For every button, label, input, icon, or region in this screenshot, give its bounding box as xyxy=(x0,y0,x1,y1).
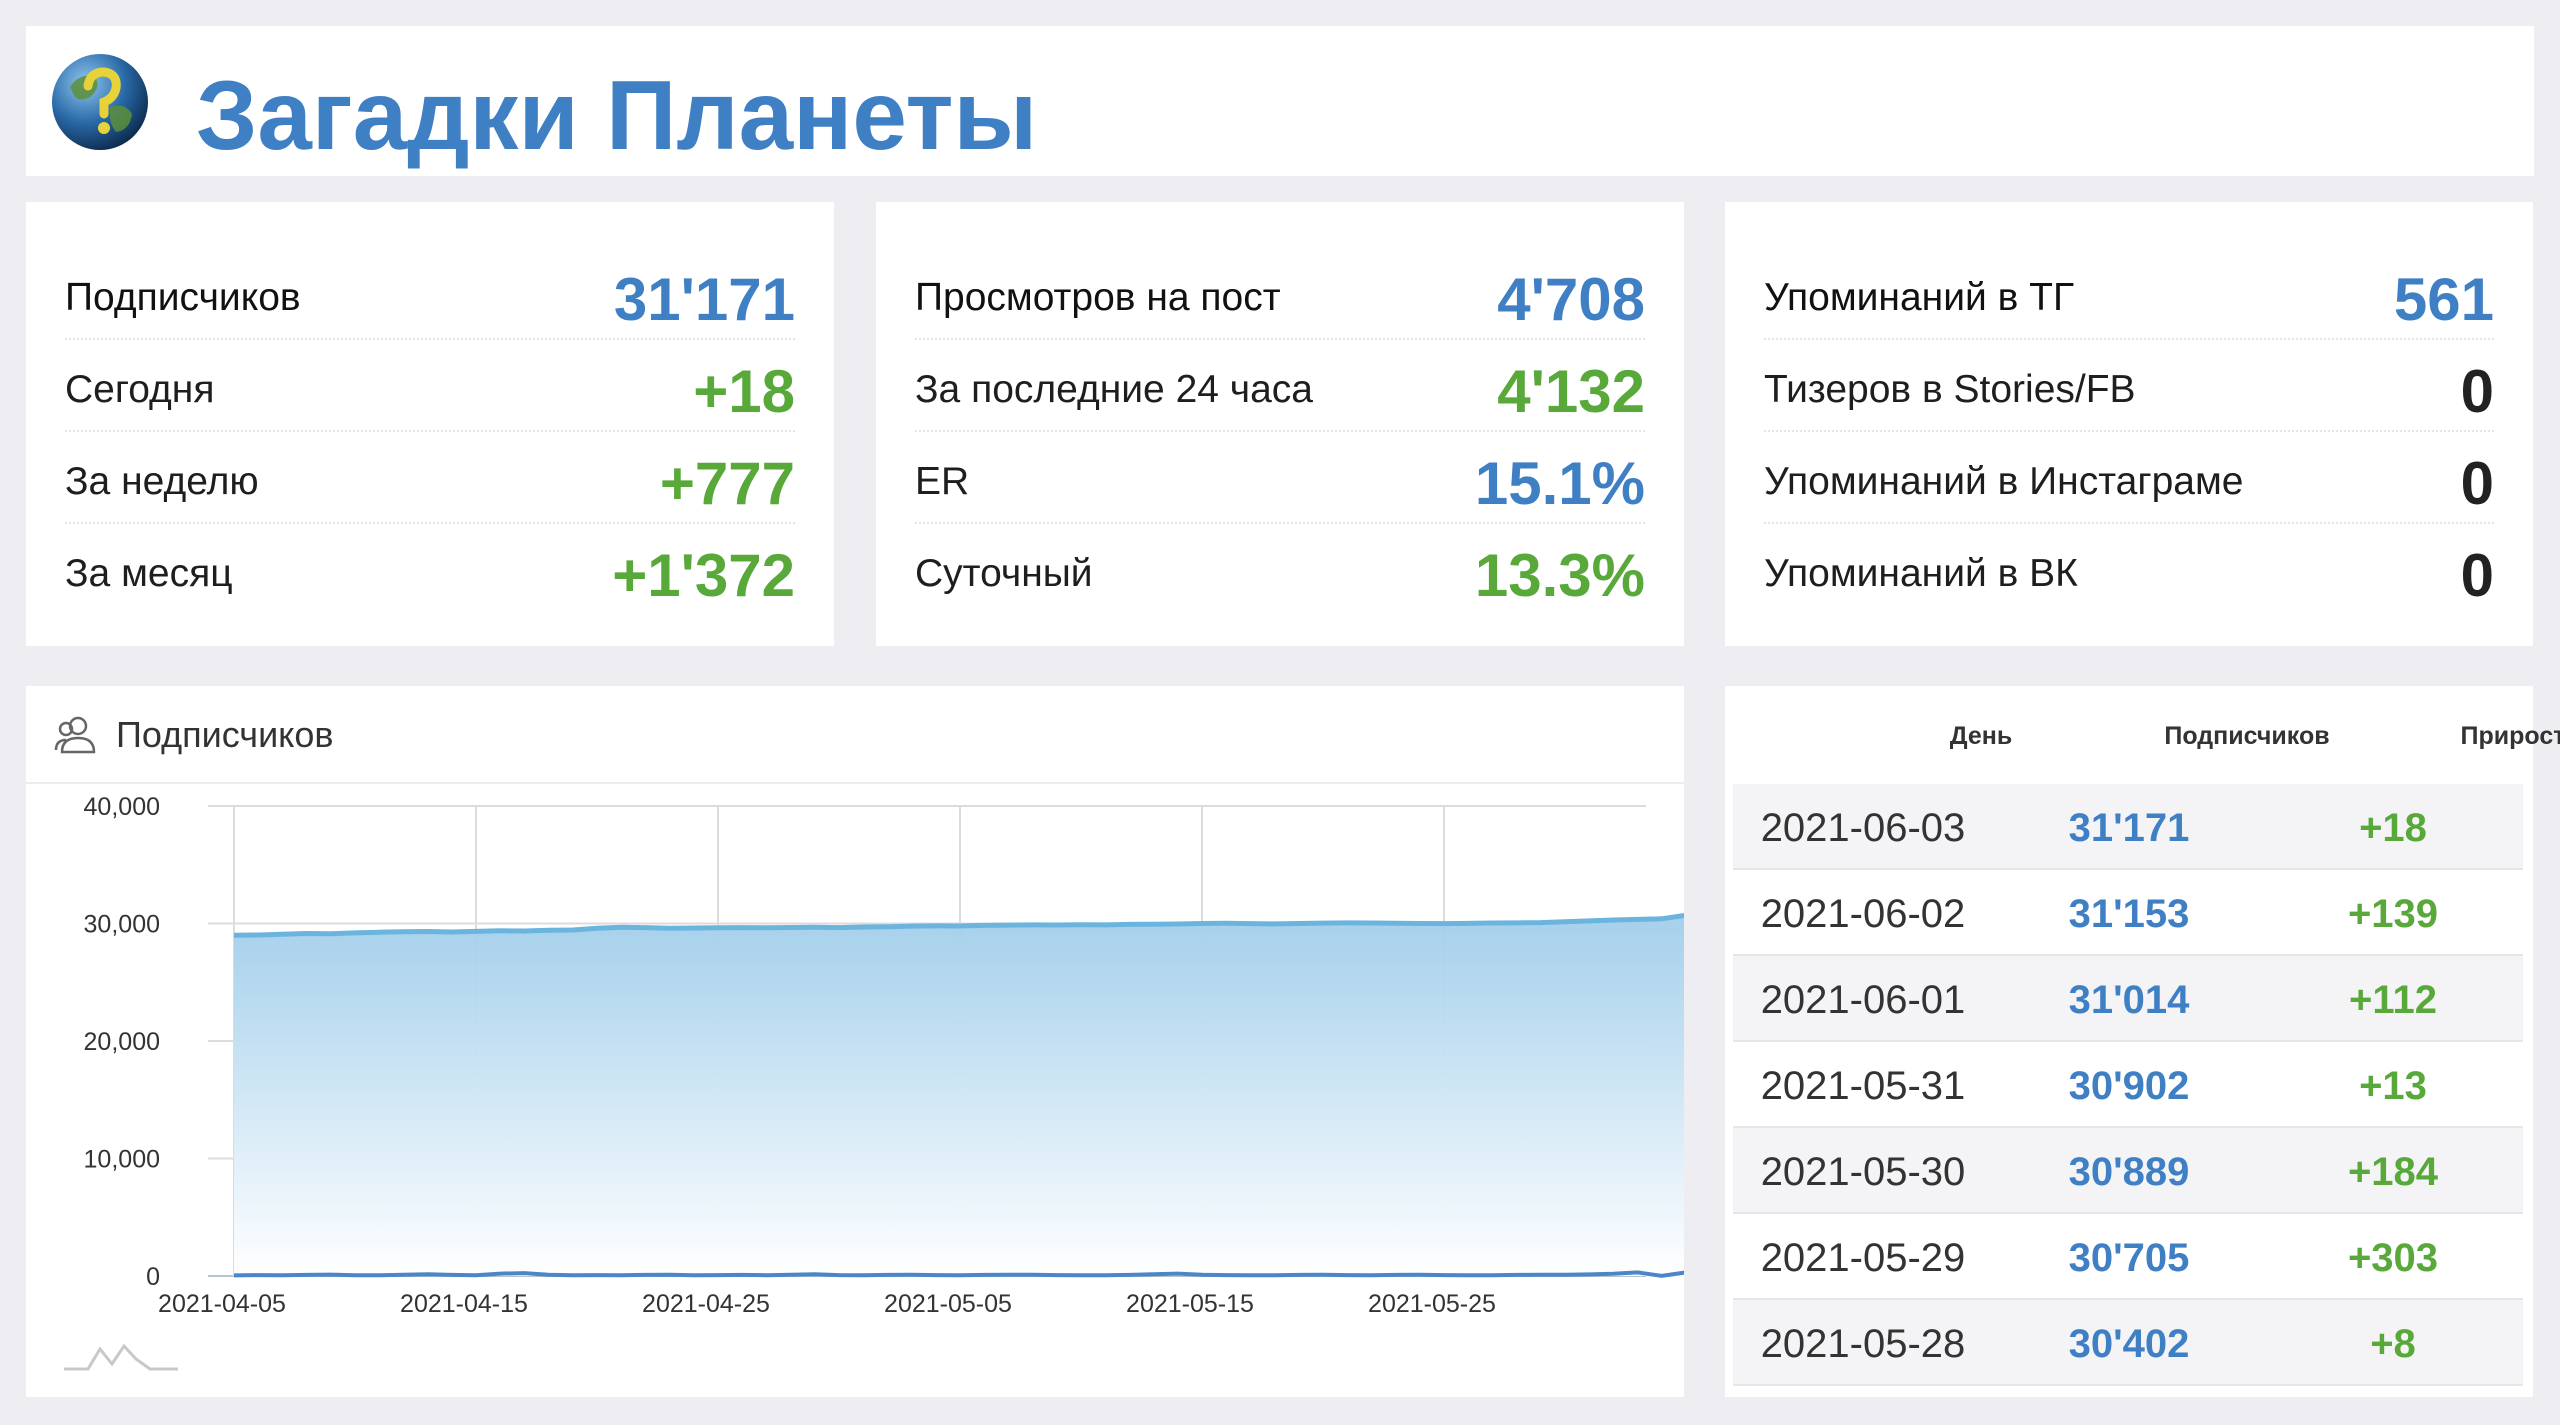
views-stats-card: Просмотров на пост 4'708 За последние 24… xyxy=(876,202,1684,646)
chart-title: Подписчиков xyxy=(116,714,334,755)
cell-growth: +139 xyxy=(2347,892,2439,936)
stat-row: За последние 24 часа 4'132 xyxy=(915,340,1645,432)
subscribers-line[interactable] xyxy=(233,910,1684,938)
stat-value: +18 xyxy=(693,358,795,425)
x-tick-label: 2021-04-05 xyxy=(158,1290,286,1318)
cell-subscribers: 30'889 xyxy=(2068,1150,2190,1194)
cell-day: 2021-05-28 xyxy=(1760,1322,1966,1366)
cell-subscribers: 30'402 xyxy=(2068,1322,2190,1366)
stat-label: Просмотров на пост xyxy=(915,276,1281,319)
stat-label: Подписчиков xyxy=(65,276,301,319)
stat-value: 13.3% xyxy=(1474,542,1645,609)
table-row: 2021-05-31 30'902 +13 xyxy=(1733,1042,2523,1128)
x-tick-label: 2021-05-05 xyxy=(884,1290,1012,1318)
table-row: 2021-05-30 30'889 +184 xyxy=(1733,1128,2523,1214)
stat-row: Сегодня +18 xyxy=(65,340,795,432)
globe-question-icon xyxy=(52,54,148,150)
stat-row: ER 15.1% xyxy=(915,432,1645,524)
stat-label: Упоминаний в ТГ xyxy=(1764,276,2075,319)
y-axis-ticks: 0 10,000 20,000 30,000 40,000 xyxy=(84,793,160,1291)
stat-label: Сегодня xyxy=(65,368,215,411)
cell-day: 2021-05-29 xyxy=(1760,1236,1966,1280)
stat-label: За последние 24 часа xyxy=(915,368,1313,411)
cell-day: 2021-05-31 xyxy=(1760,1064,1966,1108)
subscribers-chart-card: Подписчиков 0 10,000 20,000 30,000 40,000 20… xyxy=(26,686,1684,1397)
stat-value: 4'708 xyxy=(1497,266,1645,333)
mentions-stats-card: Упоминаний в ТГ 561 Тизеров в Stories/FB… xyxy=(1725,202,2533,646)
stat-value: 15.1% xyxy=(1474,450,1645,517)
cell-day: 2021-05-30 xyxy=(1760,1150,1966,1194)
stat-label: Тизеров в Stories/FB xyxy=(1764,368,2136,411)
users-icon xyxy=(54,716,96,754)
stat-value: 31'171 xyxy=(613,266,795,333)
y-tick-label: 10,000 xyxy=(84,1146,160,1174)
area-fill xyxy=(234,915,1684,1276)
chart-header: Подписчиков xyxy=(26,686,1684,784)
subscribers-stats-card: Подписчиков 31'171 Сегодня +18 За неделю… xyxy=(26,202,834,646)
stat-label: Суточный xyxy=(915,552,1093,595)
stat-row: Упоминаний в ТГ 561 xyxy=(1764,248,2494,340)
stat-row: Тизеров в Stories/FB 0 xyxy=(1764,340,2494,432)
stat-value: 0 xyxy=(2460,450,2494,517)
stat-label: ER xyxy=(915,460,970,503)
cell-day: 2021-06-02 xyxy=(1760,892,1966,936)
growth-line[interactable] xyxy=(233,1270,1684,1278)
y-tick-label: 30,000 xyxy=(84,911,160,939)
cell-growth: +8 xyxy=(2370,1322,2416,1366)
cell-subscribers: 31'014 xyxy=(2068,978,2190,1022)
cell-subscribers: 31'153 xyxy=(2068,892,2190,936)
stat-label: Упоминаний в ВК xyxy=(1764,552,2078,595)
table-row: 2021-06-02 31'153 +139 xyxy=(1733,870,2523,956)
daily-subscribers-table: День Подписчиков Прирост 2021-06-03 31'1… xyxy=(1725,686,2560,1397)
column-header-subscribers[interactable]: Подписчиков xyxy=(2164,722,2330,750)
stat-value: 561 xyxy=(2393,266,2494,333)
stat-row: За месяц +1'372 xyxy=(65,524,795,616)
stat-label: За неделю xyxy=(65,460,259,503)
stat-value: 0 xyxy=(2460,358,2494,425)
cell-growth: +18 xyxy=(2359,806,2427,850)
stat-label: За месяц xyxy=(65,552,233,595)
y-tick-label: 0 xyxy=(146,1263,160,1291)
stat-value: 0 xyxy=(2460,542,2494,609)
cell-growth: +112 xyxy=(2349,978,2437,1022)
table-row: 2021-06-03 31'171 +18 xyxy=(1733,784,2523,870)
cell-growth: +13 xyxy=(2359,1064,2427,1108)
stat-row: Упоминаний в Инстаграме 0 xyxy=(1764,432,2494,524)
header-bar: Загадки Планеты xyxy=(26,26,2534,176)
table-row: 2021-06-01 31'014 +112 xyxy=(1733,956,2523,1042)
stat-value: +1'372 xyxy=(612,542,795,609)
stat-row: Упоминаний в ВК 0 xyxy=(1764,524,2494,616)
table-row: 2021-05-28 30'402 +8 xyxy=(1733,1300,2523,1386)
cell-growth: +184 xyxy=(2347,1150,2439,1194)
stat-value: 4'132 xyxy=(1497,358,1645,425)
cell-growth: +303 xyxy=(2347,1236,2439,1280)
cell-subscribers: 30'705 xyxy=(2068,1236,2190,1280)
stat-row: Суточный 13.3% xyxy=(915,524,1645,616)
cell-subscribers: 30'902 xyxy=(2068,1064,2190,1108)
stat-row: Подписчиков 31'171 xyxy=(65,248,795,340)
column-header-day[interactable]: День xyxy=(1949,722,2013,750)
column-header-growth[interactable]: Прирост xyxy=(2460,722,2560,750)
x-tick-label: 2021-05-25 xyxy=(1368,1290,1496,1318)
table-row: 2021-05-29 30'705 +303 xyxy=(1733,1214,2523,1300)
y-tick-label: 20,000 xyxy=(84,1028,160,1056)
stat-label: Упоминаний в Инстаграме xyxy=(1764,460,2244,503)
page-title: Загадки Планеты xyxy=(196,60,1038,170)
chart-area-layer xyxy=(233,910,1684,1278)
x-axis-ticks: 2021-04-05 2021-04-15 2021-04-25 2021-05-05… xyxy=(158,1290,1496,1318)
x-tick-label: 2021-04-25 xyxy=(642,1290,770,1318)
stat-row: За неделю +777 xyxy=(65,432,795,524)
x-tick-label: 2021-04-15 xyxy=(400,1290,528,1318)
y-tick-label: 40,000 xyxy=(84,793,160,821)
cell-subscribers: 31'171 xyxy=(2068,806,2190,850)
stat-row: Просмотров на пост 4'708 xyxy=(915,248,1645,340)
cell-day: 2021-06-01 xyxy=(1760,978,1966,1022)
cell-day: 2021-06-03 xyxy=(1760,806,1966,850)
chart-mini-icon xyxy=(64,1343,178,1371)
stat-value: +777 xyxy=(659,450,795,517)
x-tick-label: 2021-05-15 xyxy=(1126,1290,1254,1318)
